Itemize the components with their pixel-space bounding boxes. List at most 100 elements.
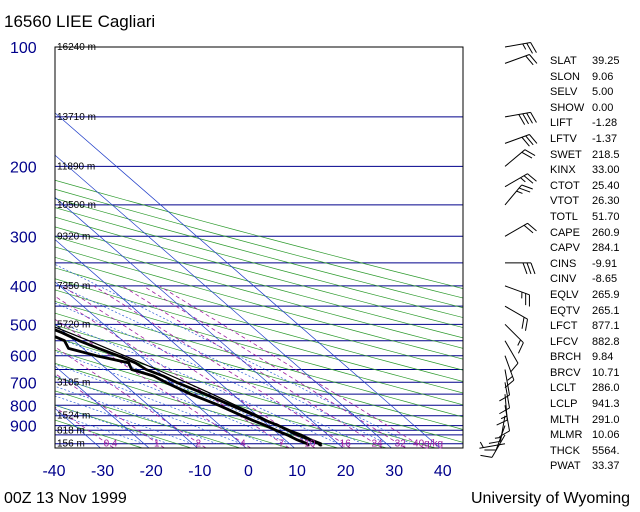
stability-indices-panel: SLAT 39.25 SLON 9.06 SELV 5.00 SHOW 0.00 LIFT -1.… <box>550 54 640 475</box>
index-row: EQTV 265.1 <box>550 304 640 320</box>
height-label: 1524 m <box>57 411 90 422</box>
wind-barb <box>504 184 533 206</box>
index-label: TOTL <box>550 210 578 223</box>
index-value: 10.06 <box>592 429 620 442</box>
dry-adiabat-line <box>55 324 463 443</box>
index-label: CAPV <box>550 242 580 255</box>
moist-adiabat-line <box>55 263 412 445</box>
index-value: 33.00 <box>592 164 620 177</box>
height-label: 3105 m <box>57 377 90 388</box>
dry-adiabat-lines <box>55 179 463 448</box>
index-value: 25.40 <box>592 179 620 192</box>
index-row: SLON 9.06 <box>550 70 640 86</box>
temperature-profile <box>55 328 323 447</box>
isotherm-line <box>55 239 295 448</box>
index-label: CAPE <box>550 226 580 239</box>
index-row: VTOT 26.30 <box>550 194 640 210</box>
index-label: SLAT <box>550 55 577 67</box>
dry-adiabat-line <box>55 376 289 448</box>
index-label: CINV <box>550 273 577 286</box>
index-row: LFCV 882.8 <box>550 335 640 351</box>
mixing-ratio-label: 16 <box>340 439 352 450</box>
dry-adiabat-line <box>55 179 463 289</box>
index-value: 877.1 <box>592 320 620 333</box>
index-label: LCLT <box>550 382 577 395</box>
index-label: EQTV <box>550 304 580 317</box>
index-label: LCLP <box>550 398 578 411</box>
index-value: 284.1 <box>592 242 620 255</box>
index-row: LFCT 877.1 <box>550 319 640 335</box>
wind-barb <box>504 323 524 354</box>
height-label: 818 m <box>57 425 85 436</box>
index-row: THCK 5564. <box>550 444 640 460</box>
index-row: KINX 33.00 <box>550 163 640 179</box>
index-value: 5.00 <box>592 86 614 99</box>
wind-barb <box>504 149 536 167</box>
wind-barb <box>504 54 538 66</box>
height-label: 156 m <box>57 439 85 450</box>
index-value: 286.0 <box>592 382 620 395</box>
wind-barb <box>480 434 506 458</box>
height-label: 7350 m <box>57 281 90 292</box>
dry-adiabat-line <box>55 349 387 448</box>
dewpoint-profile <box>55 335 310 447</box>
index-label: PWAT <box>550 460 581 473</box>
mixing-ratio-label: 1 <box>154 439 160 450</box>
mixing-ratio-label: 32 <box>395 439 407 450</box>
isotherm-line <box>0 47 4 448</box>
wind-barb <box>504 340 519 373</box>
temperature-tick-label: -40 <box>42 463 65 480</box>
pressure-tick-label: 200 <box>10 159 37 176</box>
dry-adiabat-line <box>55 197 463 309</box>
dry-adiabat-line <box>55 289 463 406</box>
index-row: SWET 218.5 <box>550 148 640 164</box>
isotherm-lines <box>0 47 441 448</box>
index-value: 291.0 <box>592 413 620 426</box>
dry-adiabat-line <box>55 236 463 349</box>
mixing-ratio-label: 0.4 <box>104 439 118 450</box>
dry-adiabat-line <box>55 404 192 448</box>
observation-time: 00Z 13 Nov 1999 <box>4 490 127 507</box>
index-label: VTOT <box>550 195 580 208</box>
index-row: BRCV 10.71 <box>550 366 640 382</box>
temperature-axis-labels: -40 -30 -20 -10 0 10 20 30 40 <box>42 463 451 480</box>
index-value: 9.06 <box>592 70 614 83</box>
index-label: THCK <box>550 444 580 457</box>
wind-barb <box>504 305 529 331</box>
index-label: BRCH <box>550 351 582 364</box>
dry-adiabat-line <box>55 363 338 448</box>
index-row: LCLT 286.0 <box>550 381 640 397</box>
index-label: MLTH <box>550 413 580 426</box>
moist-adiabat-line <box>55 385 218 445</box>
moist-adiabat-line <box>55 336 315 445</box>
moist-adiabat-line <box>55 351 290 445</box>
wind-barb <box>504 134 538 147</box>
index-label: LFCT <box>550 320 578 333</box>
wind-barb <box>504 41 537 54</box>
index-label: KINX <box>550 164 576 177</box>
wind-barb <box>479 441 506 449</box>
height-label: 16240 m <box>57 42 96 53</box>
mixing-ratio-line <box>159 285 425 448</box>
index-value: 265.9 <box>592 288 620 301</box>
mixing-ratio-line <box>55 318 251 448</box>
wind-barb <box>499 382 511 415</box>
data-source: University of Wyoming <box>470 490 630 507</box>
sounding-profiles <box>55 326 323 447</box>
chart-title: 16560 LIEE Cagliari <box>4 12 156 31</box>
dry-adiabat-line <box>55 256 463 371</box>
dry-adiabat-line <box>55 246 463 360</box>
isotherm-line <box>55 112 441 448</box>
pressure-tick-label: 800 <box>10 398 37 415</box>
index-value: -1.37 <box>592 132 618 145</box>
index-row: LFTV -1.37 <box>550 132 640 148</box>
mixing-ratio-lines <box>55 285 425 448</box>
pressure-tick-label: 100 <box>10 40 37 57</box>
wind-barb <box>504 355 515 389</box>
dry-adiabat-line <box>55 312 463 430</box>
index-label: SHOW <box>550 101 585 114</box>
index-label: EQLV <box>550 288 579 301</box>
index-label: CINS <box>550 257 577 270</box>
height-label: 9320 m <box>57 231 90 242</box>
temperature-tick-label: -20 <box>140 463 163 480</box>
